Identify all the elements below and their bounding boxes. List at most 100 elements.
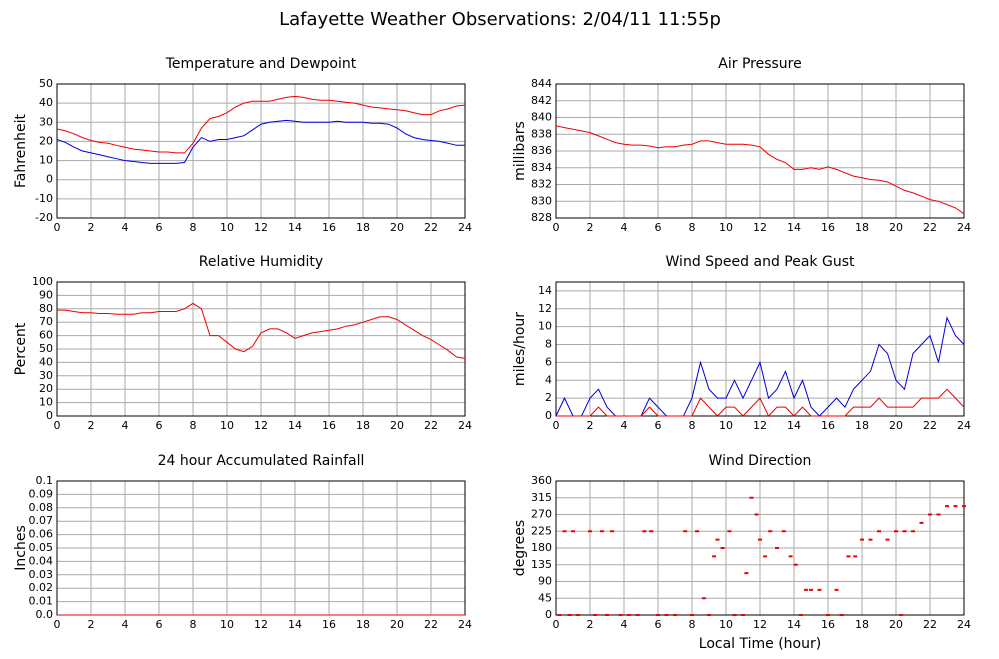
x-tick-label: 10 — [719, 618, 733, 631]
point — [720, 547, 725, 549]
x-tick-label: 14 — [787, 419, 801, 432]
x-tick-label: 0 — [553, 618, 560, 631]
x-tick-label: 10 — [220, 618, 234, 631]
y-tick-label: 20 — [39, 382, 53, 395]
point — [618, 614, 623, 616]
x-tick-label: 12 — [254, 618, 268, 631]
x-tick-label: 2 — [587, 419, 594, 432]
y-axis-label: millibars — [512, 121, 528, 181]
x-tick-label: 22 — [923, 618, 937, 631]
x-tick-label: 22 — [424, 618, 438, 631]
point — [758, 538, 762, 541]
point — [690, 614, 694, 616]
y-tick-label: 0.02 — [29, 581, 54, 594]
point — [826, 614, 830, 616]
x-tick-label: 0 — [553, 419, 560, 432]
x-tick-label: 8 — [689, 221, 696, 234]
point — [775, 547, 779, 549]
x-tick-label: 14 — [787, 618, 801, 631]
y-tick-label: 840 — [531, 111, 552, 124]
point — [599, 530, 604, 533]
x-tick-label: 18 — [356, 221, 370, 234]
x-tick-label: 6 — [655, 419, 662, 432]
x-tick-label: 20 — [390, 221, 404, 234]
y-tick-label: 12 — [538, 302, 552, 315]
x-tick-label: 16 — [322, 618, 336, 631]
point — [853, 555, 858, 558]
y-tick-label: 360 — [531, 474, 552, 487]
point — [962, 505, 966, 508]
series-line — [556, 388, 965, 417]
x-tick-label: 2 — [88, 618, 95, 631]
series-line — [56, 95, 466, 154]
chart-title: Relative Humidity — [199, 254, 323, 270]
point — [715, 538, 720, 541]
y-tick-label: -20 — [35, 211, 53, 224]
x-tick-label: 14 — [288, 221, 302, 234]
point — [557, 614, 562, 616]
x-tick-label: 8 — [689, 419, 696, 432]
point — [902, 530, 907, 533]
x-tick-label: 12 — [753, 419, 767, 432]
y-tick-label: 828 — [531, 211, 552, 224]
series-line — [555, 125, 965, 215]
x-tick-label: 2 — [88, 221, 95, 234]
x-tick-label: 4 — [621, 618, 628, 631]
y-tick-label: 4 — [545, 373, 552, 386]
point — [803, 588, 808, 591]
x-tick-label: 20 — [390, 419, 404, 432]
point — [744, 572, 749, 575]
point — [885, 538, 890, 541]
x-tick-label: 16 — [821, 618, 835, 631]
y-tick-label: 0 — [545, 608, 552, 621]
y-tick-label: 836 — [531, 144, 552, 157]
y-tick-label: 0.04 — [29, 554, 54, 567]
point — [793, 563, 798, 566]
x-tick-label: 16 — [322, 419, 336, 432]
point — [712, 555, 717, 558]
y-tick-label: 50 — [39, 77, 53, 90]
x-tick-label: 4 — [122, 618, 129, 631]
x-tick-label: 8 — [190, 618, 197, 631]
y-tick-label: 6 — [545, 355, 552, 368]
series-line — [57, 302, 466, 359]
point — [817, 588, 822, 591]
y-tick-label: 0.09 — [29, 487, 54, 500]
point — [695, 530, 700, 533]
point — [834, 588, 839, 591]
x-tick-label: 24 — [458, 618, 472, 631]
x-tick-label: 16 — [322, 221, 336, 234]
point — [899, 614, 904, 616]
y-tick-label: 10 — [39, 396, 53, 409]
x-tick-label: 12 — [254, 419, 268, 432]
point — [610, 530, 615, 533]
x-tick-label: 8 — [689, 618, 696, 631]
x-tick-label: 4 — [621, 419, 628, 432]
x-tick-label: 24 — [957, 618, 971, 631]
point — [894, 530, 898, 533]
x-tick-label: 6 — [655, 618, 662, 631]
y-tick-label: 50 — [39, 342, 53, 355]
point — [562, 530, 567, 533]
y-axis-label: Percent — [13, 322, 29, 375]
x-tick-label: 2 — [587, 618, 594, 631]
y-axis-label: degrees — [512, 520, 528, 576]
plot-frame — [555, 83, 965, 219]
y-tick-label: 0.0 — [36, 608, 54, 621]
x-tick-label: 12 — [753, 221, 767, 234]
x-tick-label: 0 — [553, 221, 560, 234]
x-tick-label: 10 — [220, 419, 234, 432]
x-tick-label: 12 — [753, 618, 767, 631]
x-tick-label: 18 — [855, 419, 869, 432]
y-tick-label: 0 — [545, 409, 552, 422]
x-tick-label: 14 — [288, 419, 302, 432]
x-tick-label: 0 — [54, 221, 61, 234]
y-tick-label: 30 — [39, 115, 53, 128]
point — [673, 614, 677, 616]
plot-frame — [555, 281, 965, 417]
point — [727, 530, 732, 533]
y-tick-label: 40 — [39, 355, 53, 368]
point — [732, 614, 737, 616]
point — [798, 614, 803, 616]
